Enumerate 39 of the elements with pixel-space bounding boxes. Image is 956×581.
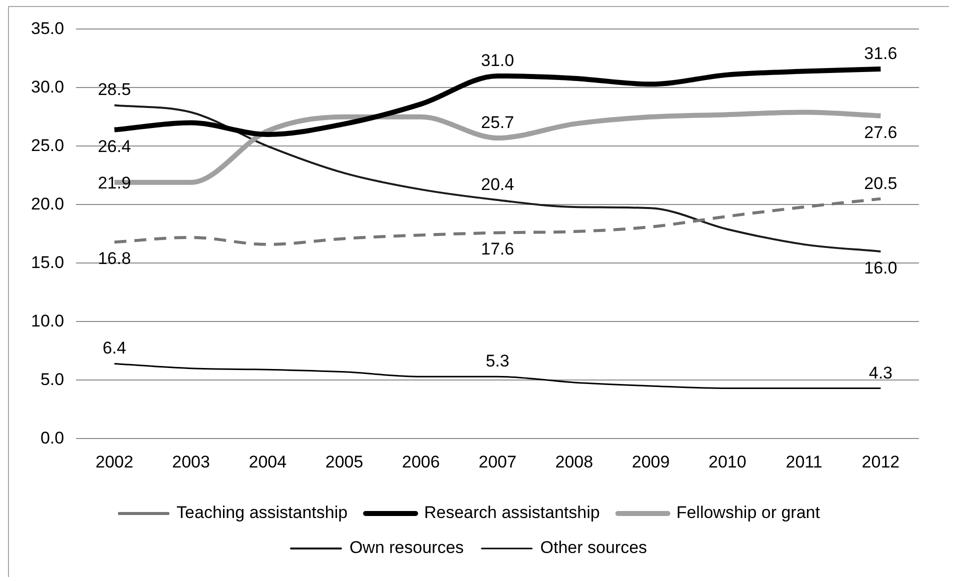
data-label: 4.3 xyxy=(868,363,893,382)
legend-label: Teaching assistantship xyxy=(176,503,348,522)
data-label: 20.4 xyxy=(480,174,514,194)
y-tick-label: 5.0 xyxy=(40,370,64,389)
x-tick-label: 2009 xyxy=(632,452,670,472)
data-label: 27.6 xyxy=(864,122,898,142)
x-tick-label: 2006 xyxy=(402,452,440,472)
data-label: 31.0 xyxy=(480,50,514,70)
x-tick-label: 2005 xyxy=(325,452,364,472)
x-tick-label: 2008 xyxy=(555,452,594,472)
y-tick-label: 30.0 xyxy=(30,77,64,96)
legend-label: Own resources xyxy=(349,538,464,558)
y-tick-label: 35.0 xyxy=(30,18,64,38)
legend-label: Fellowship or grant xyxy=(676,503,820,522)
y-tick-label: 0.0 xyxy=(40,428,64,448)
data-label: 20.5 xyxy=(864,174,898,193)
data-label: 6.4 xyxy=(102,338,126,358)
x-tick-label: 2010 xyxy=(708,452,746,472)
data-label: 25.7 xyxy=(480,112,514,132)
legend-label: Other sources xyxy=(540,538,648,558)
y-tick-label: 10.0 xyxy=(30,311,64,330)
data-label: 21.9 xyxy=(98,173,131,192)
data-label: 16.0 xyxy=(864,258,898,278)
y-tick-label: 25.0 xyxy=(30,136,64,155)
x-tick-label: 2003 xyxy=(172,452,210,472)
x-tick-label: 2012 xyxy=(862,452,900,472)
x-tick-label: 2007 xyxy=(478,452,516,472)
x-tick-label: 2011 xyxy=(786,452,822,472)
data-label: 26.4 xyxy=(98,136,131,156)
data-label: 17.6 xyxy=(480,240,514,259)
data-label: 5.3 xyxy=(486,352,510,371)
data-label: 16.8 xyxy=(98,249,131,268)
x-tick-label: 2002 xyxy=(95,452,134,472)
y-tick-label: 15.0 xyxy=(30,252,64,272)
y-tick-label: 20.0 xyxy=(30,194,64,214)
legend-label: Research assistantship xyxy=(424,503,600,522)
data-label: 31.6 xyxy=(864,44,898,63)
data-label: 28.5 xyxy=(98,80,131,100)
x-tick-label: 2004 xyxy=(248,452,287,472)
